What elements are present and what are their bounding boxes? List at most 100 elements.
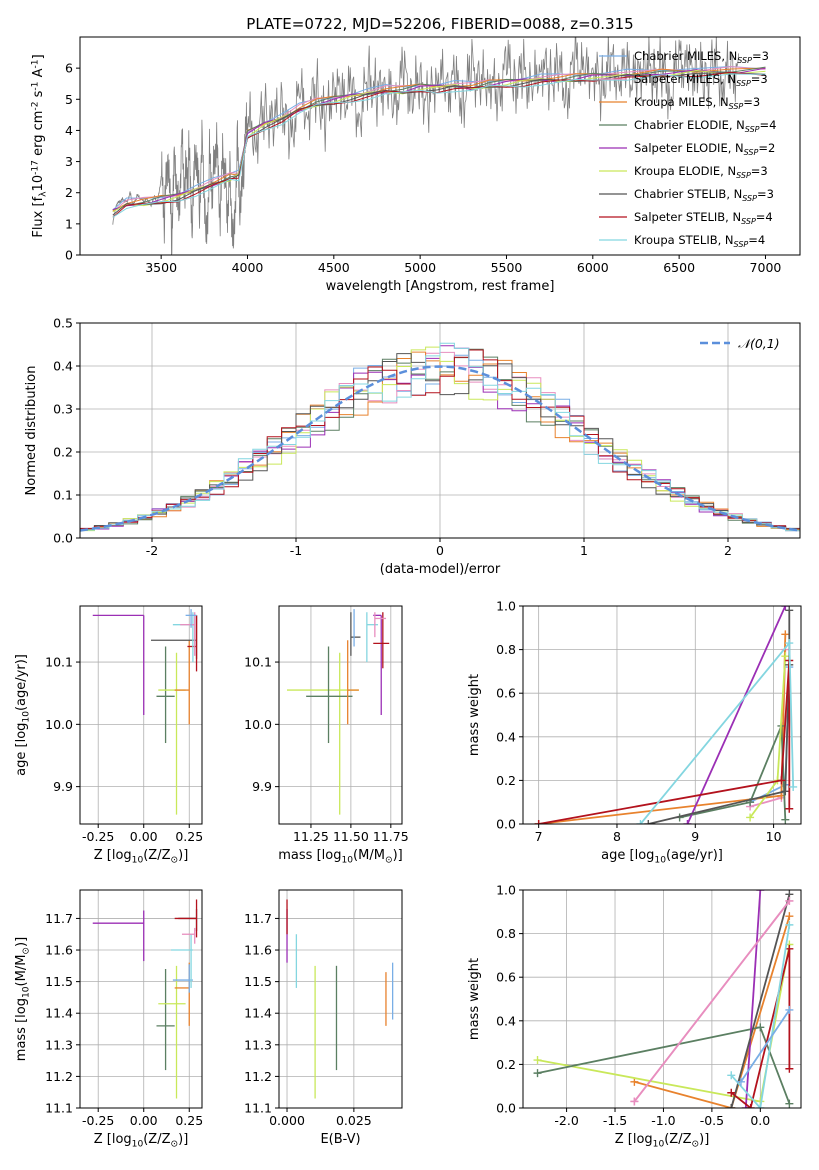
y-axis-label: mass weight: [467, 674, 482, 756]
series-line: [634, 915, 791, 1108]
y-axis-label: mass [log10(M/M⊙)]: [14, 937, 31, 1061]
series-marker: [785, 804, 794, 813]
x-axis-label: Z [log10(Z/Z⊙)]: [94, 1132, 189, 1149]
x-axis-label: (data-model)/error: [380, 562, 501, 577]
series-marker: [727, 1071, 736, 1080]
legend-label: Kroupa ELODIE, NSSP=3: [634, 164, 768, 180]
legend-label: Chabrier STELIB, NSSP=3: [634, 187, 774, 203]
y-tick-label: 11.4: [45, 1006, 73, 1021]
series-marker: [533, 1056, 542, 1065]
plot-area: [80, 342, 800, 532]
series-marker: [785, 1099, 794, 1108]
x-tick-label: -2: [146, 543, 158, 558]
legend-label: Chabrier ELODIE, NSSP=4: [634, 118, 776, 134]
series-line: [686, 606, 787, 824]
histogram-step: [80, 348, 800, 530]
series-marker: [534, 820, 543, 824]
x-tick-label: 0.00: [130, 829, 158, 844]
y-tick-label: 0.6: [496, 970, 516, 985]
series-marker: [756, 890, 765, 894]
plot-area: [286, 609, 390, 815]
x-tick-label: 0.25: [175, 829, 203, 844]
legend-label: Salpeter MILES, NSSP=3: [634, 72, 768, 88]
series-marker: [746, 813, 755, 822]
x-tick-label: 0.25: [175, 1113, 203, 1128]
y-tick-label: 11.5: [45, 974, 73, 989]
y-tick-label: 0.0: [496, 817, 516, 832]
series-marker: [746, 1104, 755, 1108]
series-marker: [785, 896, 794, 905]
series-line: [740, 1009, 791, 1083]
series-marker: [777, 776, 786, 785]
series-marker: [785, 1005, 794, 1014]
y-tick-label: 0.2: [496, 1057, 516, 1072]
y-tick-label: 0.2: [496, 773, 516, 788]
y-tick-label: 6: [65, 61, 73, 76]
y-tick-label: 10.1: [45, 655, 73, 670]
y-tick-label: 11.1: [244, 1101, 272, 1116]
axes-frame: [79, 889, 203, 1109]
x-tick-label: 11.50: [333, 829, 369, 844]
series-line: [730, 894, 791, 1108]
y-tick-label: 11.1: [45, 1101, 73, 1116]
histogram-step: [80, 349, 800, 530]
axes-frame: [79, 605, 203, 825]
series-marker: [644, 820, 653, 824]
series-line: [648, 610, 791, 824]
panel-age_vs_mass: 11.25 11.50 11.75 9.9 10.0 10.1 mass [log10(M/…: [244, 605, 409, 865]
legend-label: Salpeter ELODIE, NSSP=2: [634, 141, 775, 157]
x-tick-label: 8: [613, 829, 621, 844]
x-tick-label: -1: [290, 543, 302, 558]
y-tick-label: 11.7: [244, 911, 272, 926]
y-tick-label: 1.0: [496, 883, 516, 898]
x-tick-label: 0.025: [336, 1113, 372, 1128]
series-line: [679, 725, 787, 820]
series-marker: [781, 606, 790, 610]
series-line: [730, 924, 791, 1108]
y-axis-label: mass weight: [467, 958, 482, 1040]
legend-label: 𝒩(0,1): [738, 336, 780, 351]
x-axis-label: Z [log10(Z/Z⊙)]: [94, 848, 189, 865]
x-axis-label: wavelength [Angstrom, rest frame]: [326, 279, 555, 294]
x-tick-label: 0.00: [130, 1113, 158, 1128]
y-tick-label: 0.4: [53, 359, 73, 374]
y-tick-label: 0.8: [496, 926, 516, 941]
legend-label: Kroupa MILES, NSSP=3: [634, 95, 760, 111]
x-tick-label: 1: [580, 543, 588, 558]
plot-area: [286, 899, 394, 1099]
series-marker: [785, 1064, 794, 1073]
panel-spectrum: 3500 4000 4500 5000 5500 6000 6500 7000 0 1 2 3 4 5 6 w…: [30, 36, 801, 294]
panel-mass_vs_ebv: 0.000 0.025 11.1 11.2 11.3 11.4 11.5 11.6 11.7 E(…: [244, 889, 403, 1147]
y-tick-label: 1: [65, 216, 73, 231]
plot-area: [92, 899, 198, 1099]
axes-frame: [278, 605, 403, 825]
y-tick-label: 10.1: [244, 655, 272, 670]
y-tick-label: 11.2: [45, 1069, 73, 1084]
axes-frame: [522, 889, 802, 1109]
series-marker: [727, 1104, 736, 1108]
series-marker: [727, 1088, 736, 1097]
axes-frame: [522, 605, 802, 825]
legend-label: Salpeter STELIB, NSSP=4: [634, 210, 773, 226]
x-tick-label: 0.000: [269, 1113, 305, 1128]
y-tick-label: 11.6: [45, 943, 73, 958]
x-tick-label: 10: [766, 829, 782, 844]
x-tick-label: 4000: [232, 260, 264, 275]
x-tick-label: 6000: [577, 260, 609, 275]
y-tick-label: 3: [65, 154, 73, 169]
y-axis-label: age [log10(age/yr)]: [14, 654, 31, 776]
series-marker: [781, 787, 790, 796]
x-tick-label: -0.5: [700, 1113, 724, 1128]
x-tick-label: 0.0: [750, 1113, 770, 1128]
panel-age_vs_Z: -0.25 0.00 0.25 9.9 10.0 10.1 Z [log10(Z/Z⊙)] a…: [14, 605, 203, 865]
panel-massweight_vs_age: 7 8 9 10 0.0 0.2 0.4 0.6 0.8 1.0 age [log10(age/yr…: [467, 599, 802, 865]
y-axis-label: Flux [fλ10-17 erg cm-2 s-1 A-1]: [30, 54, 48, 237]
x-axis-label: E(B-V): [320, 1132, 360, 1147]
series-marker: [785, 639, 794, 648]
x-axis-label: mass [log10(M/M⊙)]: [278, 848, 402, 865]
y-tick-label: 11.3: [45, 1037, 73, 1052]
y-tick-label: 0.4: [496, 729, 516, 744]
y-tick-label: 11.7: [45, 911, 73, 926]
y-tick-label: 11.4: [244, 1006, 272, 1021]
